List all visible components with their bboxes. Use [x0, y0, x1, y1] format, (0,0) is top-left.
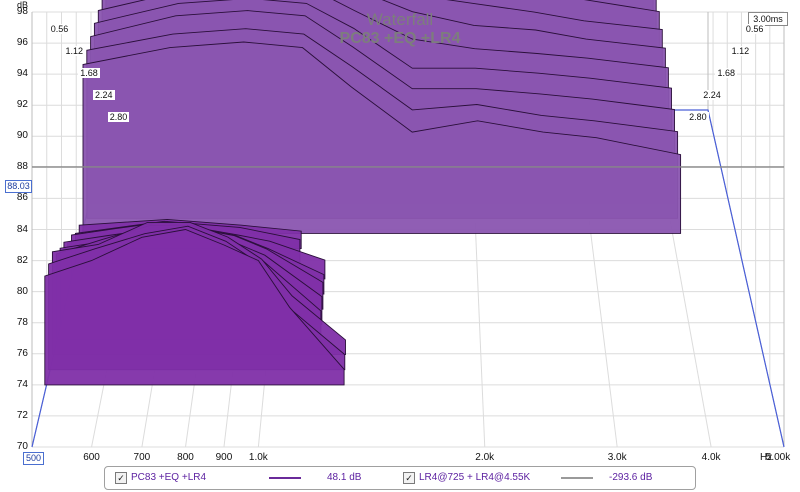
legend-label-2: LR4@725 + LR4@4.55K	[419, 472, 531, 483]
x-tick-label: 4.0k	[701, 452, 721, 463]
time-tick-label-right: 2.24	[701, 90, 723, 100]
x-tick-label: 5.00k	[765, 452, 791, 463]
legend-value-2: -293.6 dB	[609, 472, 653, 483]
y-unit-label: dB	[17, 0, 29, 10]
y-tick-label: 94	[16, 68, 28, 80]
time-tick-label-left: 2.24	[92, 90, 115, 100]
x-tick-label: 700	[133, 452, 151, 463]
y-tick-label: 80	[16, 285, 28, 297]
y-tick-label: 88	[16, 161, 28, 173]
time-tick-label-left: 1.68	[78, 68, 100, 78]
y-tick-label: 98	[16, 6, 28, 17]
x-unit-label: Hz	[760, 452, 773, 463]
legend-label-1: PC83 +EQ +LR4	[131, 472, 207, 483]
legend-line-2	[561, 477, 593, 479]
time-tick-label-left: 0.56	[48, 24, 71, 34]
time-tick-label-right: 1.68	[715, 68, 737, 78]
legend-value-1: 48.1 dB	[327, 472, 362, 483]
legend: ✓ PC83 +EQ +LR4 48.1 dB ✓ LR4@725 + LR4@…	[104, 466, 696, 490]
chart-title: Waterfall	[366, 10, 434, 29]
y-tick-label: 76	[16, 347, 28, 359]
x-tick-label: 1.0k	[248, 452, 268, 463]
y-tick-label: 92	[16, 99, 28, 111]
legend-checkbox-2[interactable]: ✓	[403, 472, 415, 484]
x-tick-label: 3.0k	[607, 452, 627, 463]
y-tick-label: 82	[16, 254, 28, 266]
y-tick-label: 86	[16, 192, 28, 204]
cursor-db-readout[interactable]: 88.03	[5, 180, 32, 193]
cursor-hz-readout[interactable]: 500	[23, 452, 44, 465]
time-tick-label-right: 2.80	[687, 112, 709, 122]
y-tick-label: 74	[16, 378, 28, 390]
legend-checkbox-1[interactable]: ✓	[115, 472, 127, 484]
time-tick-label-right: 0.56	[743, 24, 766, 34]
legend-line-1	[269, 477, 301, 479]
time-tick-label-left: 1.12	[63, 46, 86, 56]
waterfall-slice	[82, 41, 682, 234]
y-tick-label: 72	[16, 409, 28, 421]
x-tick-label: 600	[83, 452, 100, 463]
y-tick-label: 70	[16, 441, 28, 452]
time-max-label: 3.00ms	[748, 12, 788, 26]
y-tick-label: 84	[16, 223, 28, 235]
y-tick-label: 90	[16, 130, 28, 142]
x-tick-label: 800	[177, 452, 194, 463]
x-tick-label: 900	[215, 452, 233, 463]
time-tick-label-left: 2.80	[107, 112, 130, 122]
y-tick-label: 96	[16, 37, 28, 49]
time-tick-label-right: 1.12	[729, 46, 752, 56]
x-tick-label: 2.0k	[475, 452, 495, 463]
y-tick-label: 78	[16, 316, 28, 328]
waterfall-slice	[44, 229, 345, 386]
chart-subtitle: PC83 +EQ +LR4	[339, 30, 461, 47]
